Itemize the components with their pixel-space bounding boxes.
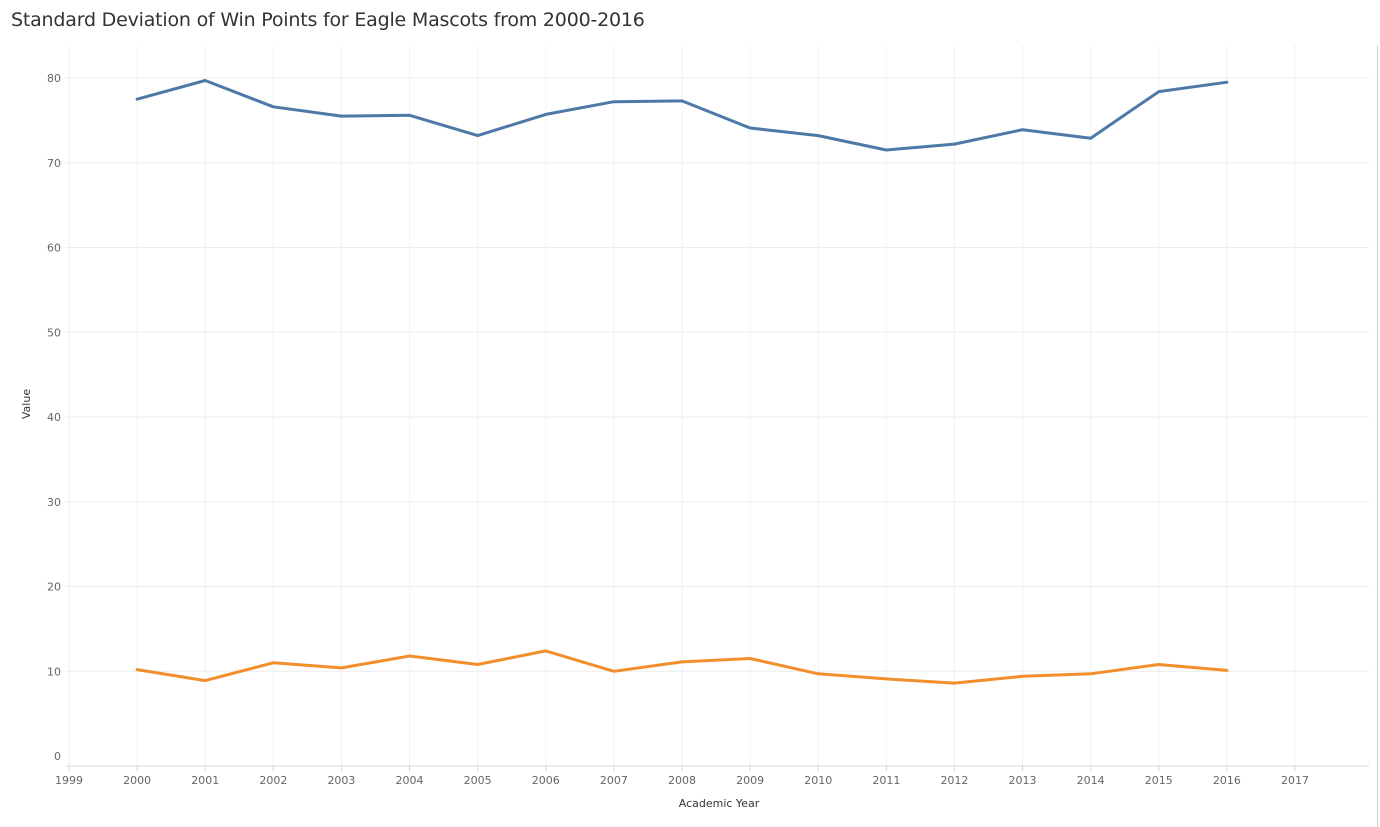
- x-tick-label: 2014: [1077, 774, 1105, 787]
- x-tick-label: 2017: [1281, 774, 1309, 787]
- x-tick-label: 2009: [736, 774, 764, 787]
- series-lines: [135, 79, 1229, 685]
- x-tick-label: 2007: [600, 774, 628, 787]
- x-tick-label: 2016: [1213, 774, 1241, 787]
- x-axis-ticks: 1999 2000 2001 2002 2003 2004 2005 2006 2007 2008…: [55, 765, 1369, 787]
- y-tick-label: 30: [47, 496, 61, 509]
- x-axis-title: Academic Year: [679, 797, 760, 810]
- x-tick-label: 2013: [1009, 774, 1037, 787]
- pane-border: [1377, 45, 1378, 827]
- x-tick-label: 2003: [327, 774, 355, 787]
- y-axis-ticks: 0 10 20 30 40 50 60 70 80: [47, 72, 61, 763]
- series-line-2[interactable]: [135, 649, 1229, 685]
- x-tick-label: 1999: [55, 774, 83, 787]
- y-tick-label: 80: [47, 72, 61, 85]
- x-tick-label: 2012: [940, 774, 968, 787]
- y-tick-label: 20: [47, 581, 61, 594]
- x-tick-label: 2008: [668, 774, 696, 787]
- vertical-gridlines: [68, 45, 1296, 766]
- x-tick-label: 2004: [396, 774, 424, 787]
- y-tick-label: 0: [54, 750, 61, 763]
- x-tick-label: 2005: [464, 774, 492, 787]
- y-tick-label: 50: [47, 326, 61, 339]
- x-tick-label: 2015: [1145, 774, 1173, 787]
- horizontal-gridlines: [66, 77, 1369, 672]
- x-tick-label: 2000: [123, 774, 151, 787]
- x-tick-label: 2011: [872, 774, 900, 787]
- x-tick-label: 2002: [259, 774, 287, 787]
- y-tick-label: 10: [47, 665, 61, 678]
- x-tick-label: 2006: [532, 774, 560, 787]
- chart-title: Standard Deviation of Win Points for Eag…: [11, 9, 645, 31]
- y-axis-title: Value: [20, 389, 33, 419]
- series-line-1[interactable]: [135, 79, 1229, 152]
- y-tick-label: 70: [47, 157, 61, 170]
- y-tick-label: 40: [47, 411, 61, 424]
- x-tick-label: 2010: [804, 774, 832, 787]
- x-tick-label: 2001: [191, 774, 219, 787]
- y-tick-label: 60: [47, 242, 61, 255]
